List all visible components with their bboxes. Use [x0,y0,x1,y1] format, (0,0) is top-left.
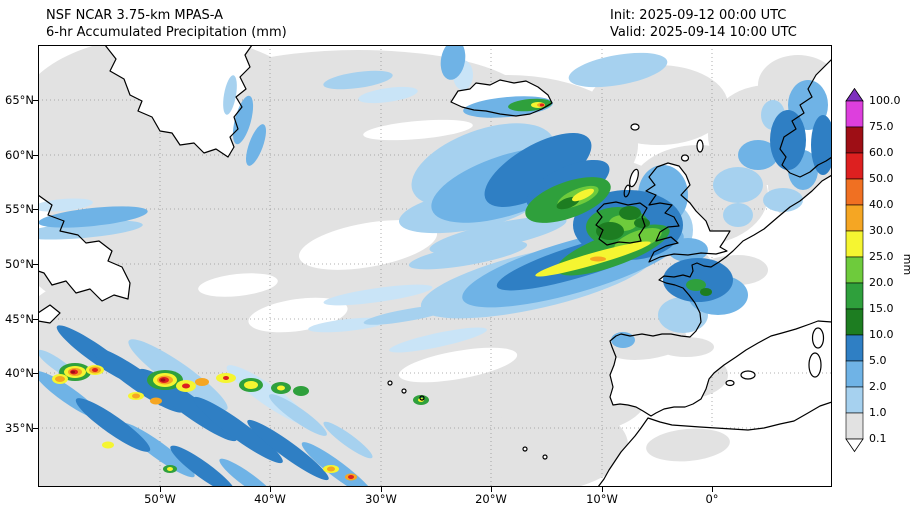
time-block: Init: 2025-09-12 00:00 UTC Valid: 2025-0… [610,7,797,41]
lon-tick-mark [270,487,271,492]
colorbar-tick-label: 100.0 [869,94,901,107]
colorbar-segment [845,256,864,284]
colorbar-segment [845,204,864,232]
colorbar-tick-label: 15.0 [869,302,894,315]
colorbar-unit-label: mm [901,253,915,276]
colorbar-segment [845,152,864,180]
map-frame [38,45,832,487]
colorbar-tick-label: 50.0 [869,172,894,185]
colorbar-tick-label: 60.0 [869,146,894,159]
lat-tick-label: 40°N [5,366,34,380]
colorbar-tick-label: 30.0 [869,224,894,237]
lat-tick-mark [33,264,38,265]
lon-tick-label: 40°W [254,492,286,506]
lat-tick-mark [33,100,38,101]
clear-gaps [198,119,518,383]
lat-tick-mark [33,428,38,429]
colorbar-segment [845,386,864,414]
colorbar-tick-label: 75.0 [869,120,894,133]
lon-tick-mark [160,487,161,492]
product-name: 6-hr Accumulated Precipitation (mm) [46,25,287,40]
lon-tick-label: 10°W [586,492,618,506]
colorbar-segment [845,308,864,336]
colorbar-segment [845,412,864,440]
lat-tick-mark [33,319,38,320]
colorbar-tick-label: 1.0 [869,406,887,419]
model-name: NSF NCAR 3.75-km MPAS-A [46,8,224,23]
lat-tick-label: 65°N [5,93,34,107]
colorbar-tick-label: 0.1 [869,432,887,445]
map-canvas [38,45,832,487]
lon-tick-label: 50°W [144,492,176,506]
colorbar-tick-label: 20.0 [869,276,894,289]
lon-tick-mark [712,487,713,492]
lat-tick-label: 50°N [5,257,34,271]
colorbar-bar [845,87,864,453]
colorbar-segment [845,282,864,310]
colorbar-segment [845,126,864,154]
colorbar-segment [845,178,864,206]
lat-tick-label: 45°N [5,312,34,326]
lat-tick-mark [33,373,38,374]
lon-tick-label: 0° [705,492,719,506]
lat-tick-label: 55°N [5,202,34,216]
colorbar-tick-label: 25.0 [869,250,894,263]
valid-time: Valid: 2025-09-14 10:00 UTC [610,25,797,40]
lon-tick-label: 20°W [475,492,507,506]
init-time: Init: 2025-09-12 00:00 UTC [610,8,787,23]
title-block: NSF NCAR 3.75-km MPAS-A 6-hr Accumulated… [46,7,287,41]
lon-tick-mark [381,487,382,492]
colorbar-over-arrow [845,87,864,102]
colorbar-segment [845,360,864,388]
colorbar-tick-label: 40.0 [869,198,894,211]
lon-tick-mark [491,487,492,492]
colorbar-segment [845,100,864,128]
colorbar-tick-label: 2.0 [869,380,887,393]
lat-tick-label: 35°N [5,421,34,435]
lat-tick-mark [33,209,38,210]
lat-tick-mark [33,155,38,156]
lat-tick-label: 60°N [5,148,34,162]
colorbar-tick-label: 5.0 [869,354,887,367]
colorbar-under-arrow [845,438,864,453]
colorbar-segment [845,334,864,362]
colorbar-tick-label: 10.0 [869,328,894,341]
map-plot [38,45,832,487]
colorbar-segment [845,230,864,258]
colorbar: 100.0 75.0 60.0 50.0 40.0 30.0 25.0 20.0 15.0 10.… [845,87,921,460]
convective-cells [52,363,429,481]
lon-tick-label: 30°W [365,492,397,506]
lon-tick-mark [602,487,603,492]
